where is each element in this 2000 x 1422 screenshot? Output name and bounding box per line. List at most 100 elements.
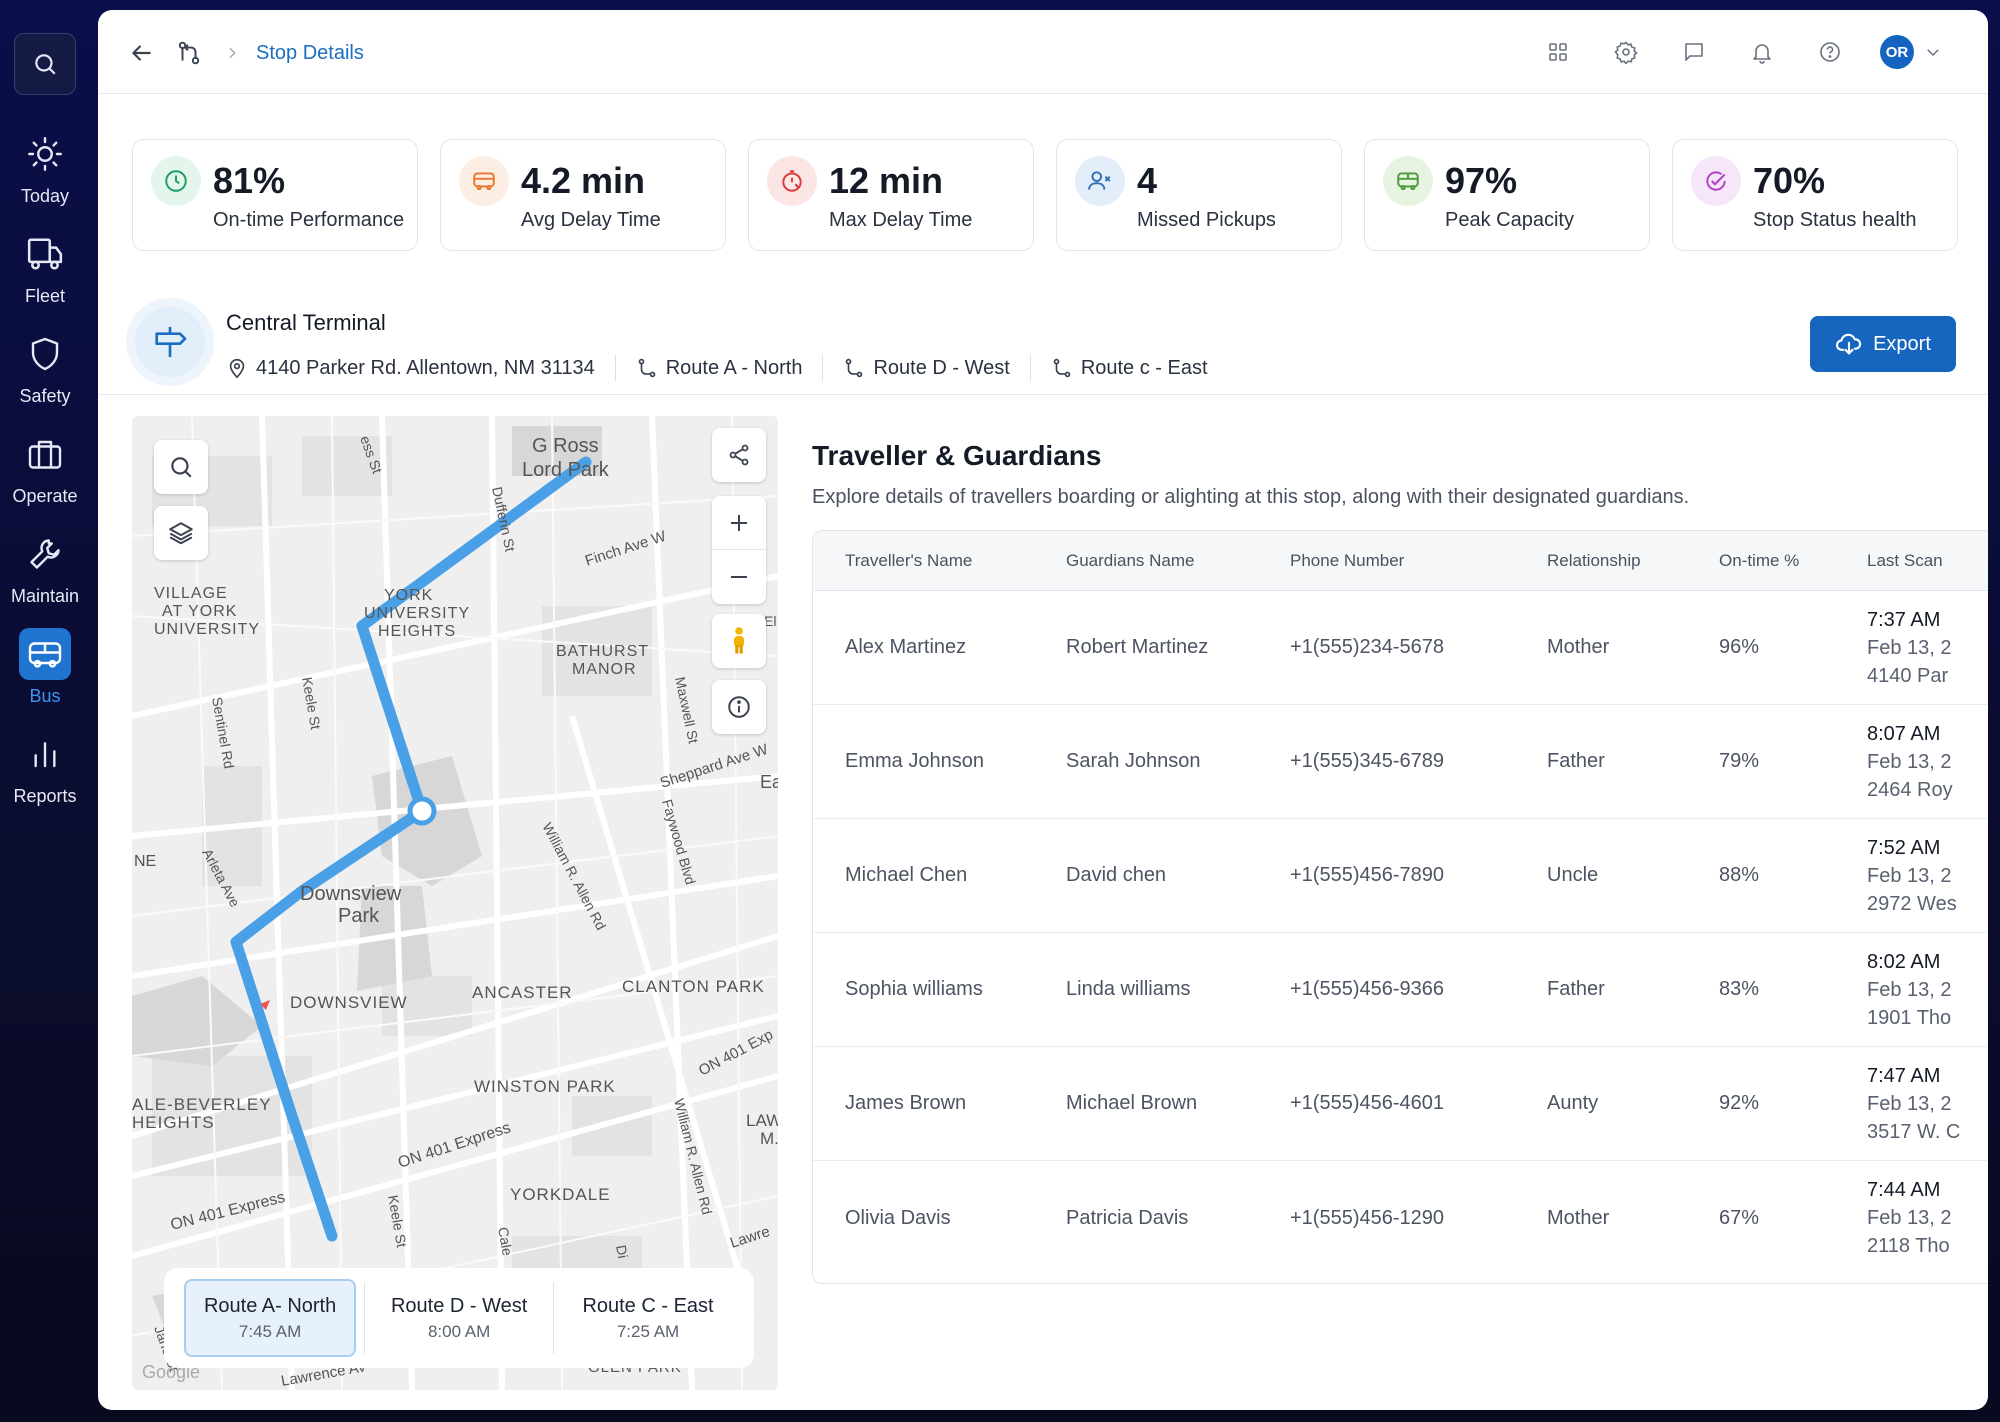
kpi-card-max-delay: 12 min Max Delay Time [748, 139, 1034, 251]
column-header[interactable]: Relationship [1547, 550, 1641, 570]
kpi-row: 81% On-time Performance 4.2 min Avg Dela… [132, 139, 1958, 251]
grid-icon [1549, 43, 1567, 61]
zoom-out-button[interactable] [712, 550, 766, 604]
kpi-value: 4 [1137, 160, 1158, 201]
timer-alert-icon [767, 156, 817, 206]
settings-button[interactable] [1608, 34, 1644, 70]
stop-route-chip[interactable]: Route D - West [843, 357, 1029, 380]
route-tabs: Route A- North 7:45 AM Route D - West 8:… [164, 1268, 754, 1368]
help-button[interactable] [1812, 34, 1848, 70]
kpi-label: Stop Status health [1753, 209, 1917, 231]
sidebar-item-label: Bus [29, 686, 61, 706]
ontime-cell: 79% [1719, 750, 1760, 772]
clock-check-icon [151, 156, 201, 206]
last-scan-place: 3517 W. C [1867, 1120, 1961, 1143]
route-map[interactable]: G Ross Lord Park ess St VILLAGE AT YORK … [132, 416, 778, 1390]
map-search-button[interactable] [154, 440, 208, 494]
sidebar-item-safety[interactable]: Safety [0, 328, 90, 407]
export-button[interactable]: Export [1810, 316, 1956, 372]
notifications-button[interactable] [1744, 34, 1780, 70]
table-row[interactable]: Olivia Davis Patricia Davis +1(555)456-129… [813, 1161, 1988, 1275]
column-header[interactable]: Phone Number [1290, 550, 1405, 570]
gear-icon [1614, 41, 1638, 64]
map-label: VILLAGE [154, 585, 228, 602]
kpi-label: On-time Performance [213, 209, 405, 231]
check-badge-icon [1691, 156, 1741, 206]
guardian-name-cell: Robert Martinez [1066, 636, 1209, 658]
chevron-right-icon [229, 47, 236, 59]
sidebar-item-fleet[interactable]: Fleet [0, 228, 90, 307]
travellers-table: Traveller's Name Guardians Name Phone Nu… [812, 530, 1988, 1284]
map-label: NE [134, 853, 156, 870]
table-header: Traveller's Name Guardians Name Phone Nu… [813, 531, 1988, 591]
messages-button[interactable] [1676, 34, 1712, 70]
map-layers-button[interactable] [154, 506, 208, 560]
sidebar-item-bus[interactable]: Bus [0, 628, 90, 707]
stop-meta: 4140 Parker Rd. Allentown, NM 31134 Rout… [226, 355, 1228, 381]
map-label: Cale [495, 1226, 516, 1257]
kpi-label: Missed Pickups [1137, 209, 1276, 231]
column-header[interactable]: Guardians Name [1066, 550, 1195, 570]
sidebar-item-operate[interactable]: Operate [0, 428, 90, 507]
sidebar-item-maintain[interactable]: Maintain [0, 528, 90, 607]
map-label: Ea [760, 772, 778, 792]
chat-icon [1685, 43, 1703, 61]
map-label: YORKDALE [510, 1185, 611, 1204]
zoom-in-button[interactable] [712, 496, 766, 550]
route-tab[interactable]: Route A- North 7:45 AM [184, 1279, 357, 1357]
map-label: Downsview [300, 883, 402, 905]
ontime-cell: 83% [1719, 978, 1760, 1000]
user-menu[interactable]: OR [1880, 35, 1942, 69]
last-scan-time: 8:07 AM [1867, 722, 1941, 745]
column-header[interactable]: Traveller's Name [845, 550, 973, 570]
relationship-cell: Father [1547, 750, 1605, 772]
last-scan-cell: 8:02 AM Feb 13, 2 1901 Tho [1867, 933, 1952, 1046]
briefcase-icon [28, 440, 62, 469]
bell-icon [1753, 44, 1771, 64]
kpi-value: 4.2 min [521, 160, 646, 201]
last-scan-cell: 7:37 AM Feb 13, 2 4140 Par [1867, 591, 1952, 704]
map-info-button[interactable] [712, 680, 766, 734]
page-title[interactable]: Stop Details [256, 41, 364, 64]
street-view-button[interactable] [712, 614, 766, 668]
route-tab-time: 7:25 AM [616, 1321, 680, 1341]
kpi-card-ontime: 81% On-time Performance [132, 139, 418, 251]
sidebar-item-label: Fleet [24, 286, 66, 306]
map-label: ALE-BEVERLEY [132, 1095, 272, 1114]
table-row[interactable]: Sophia williams Linda williams +1(555)456-… [813, 933, 1988, 1047]
table-row[interactable]: Michael Chen David chen +1(555)456-7890 Unc… [813, 819, 1988, 933]
sidebar-search-button[interactable] [14, 33, 76, 95]
minus-icon [731, 576, 747, 578]
help-circle-icon [1820, 42, 1840, 62]
share-icon [729, 444, 749, 466]
column-header[interactable]: On-time % [1719, 550, 1800, 570]
last-scan-place: 1901 Tho [1867, 1006, 1952, 1029]
table-row[interactable]: Emma Johnson Sarah Johnson +1(555)345-6789… [813, 705, 1988, 819]
map-label: BATHURST [556, 643, 649, 660]
sidebar-item-today[interactable]: Today [0, 128, 90, 207]
section-title: Traveller & Guardians [812, 440, 1102, 471]
column-header[interactable]: Last Scan [1867, 550, 1943, 570]
ontime-cell: 88% [1719, 864, 1760, 886]
stop-route-chip[interactable]: Route c - East [1051, 357, 1228, 380]
map-zoom-control [712, 496, 766, 604]
sidebar-item-reports[interactable]: Reports [0, 728, 90, 807]
route-tab[interactable]: Route C - East 7:25 AM [562, 1279, 734, 1357]
table-row[interactable]: James Brown Michael Brown +1(555)456-4601 A… [813, 1047, 1988, 1161]
relationship-cell: Aunty [1547, 1092, 1599, 1114]
kpi-label: Avg Delay Time [521, 209, 661, 231]
route-icon [638, 358, 656, 378]
last-scan-time: 7:52 AM [1867, 836, 1941, 859]
last-scan-date: Feb 13, 2 [1867, 636, 1952, 659]
map-share-button[interactable] [712, 428, 766, 482]
table-row[interactable]: Alex Martinez Robert Martinez +1(555)234-5… [813, 591, 1988, 705]
route-tab[interactable]: Route D - West 8:00 AM [373, 1279, 545, 1357]
breadcrumb: Stop Details [128, 40, 364, 66]
sidebar-item-label: Operate [12, 486, 78, 506]
back-arrow-icon[interactable] [128, 40, 154, 66]
sidebar-item-label: Reports [13, 786, 77, 806]
apps-button[interactable] [1540, 34, 1576, 70]
stop-route-chip[interactable]: Route A - North [636, 357, 823, 380]
last-scan-cell: 7:44 AM Feb 13, 2 2118 Tho [1867, 1161, 1952, 1275]
stop-name: Central Terminal [226, 310, 386, 335]
